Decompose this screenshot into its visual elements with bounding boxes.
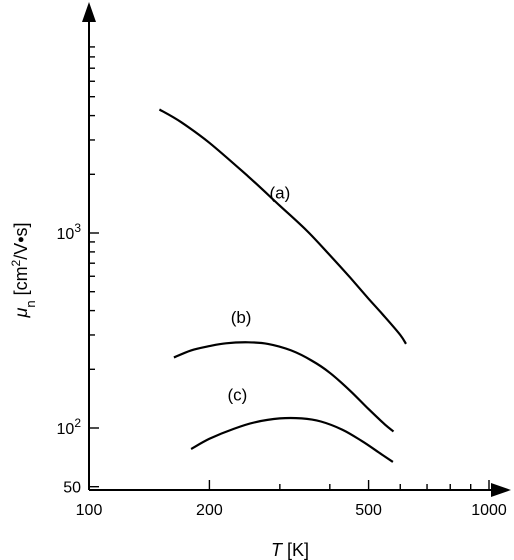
curve-c-label: (c) [228, 386, 248, 405]
curve-a-label: (a) [269, 184, 290, 203]
x-ticks: 100 200 500 1000 [76, 480, 507, 519]
axes [82, 2, 511, 497]
y-tick-label: 102 [57, 416, 82, 438]
y-axis-title: μn [cm2/V•s] [9, 222, 38, 318]
y-ticks: 50 102 103 [57, 46, 99, 497]
x-tick-label: 500 [355, 502, 382, 519]
curve-a [158, 108, 407, 345]
x-axis-title: T [K] [271, 540, 309, 560]
y-tick-label: 50 [63, 480, 81, 497]
curves [158, 108, 407, 463]
curve-labels: (a) (b) (c) [228, 184, 291, 405]
curve-b-label: (b) [231, 308, 252, 327]
curve-b [173, 341, 395, 433]
y-tick-label: 103 [57, 221, 82, 243]
y-axis-arrow [82, 2, 96, 22]
x-axis-arrow [491, 483, 511, 497]
x-tick-label: 1000 [471, 502, 507, 519]
curve-c [190, 416, 394, 463]
x-tick-label: 100 [76, 502, 103, 519]
x-tick-label: 200 [196, 502, 223, 519]
